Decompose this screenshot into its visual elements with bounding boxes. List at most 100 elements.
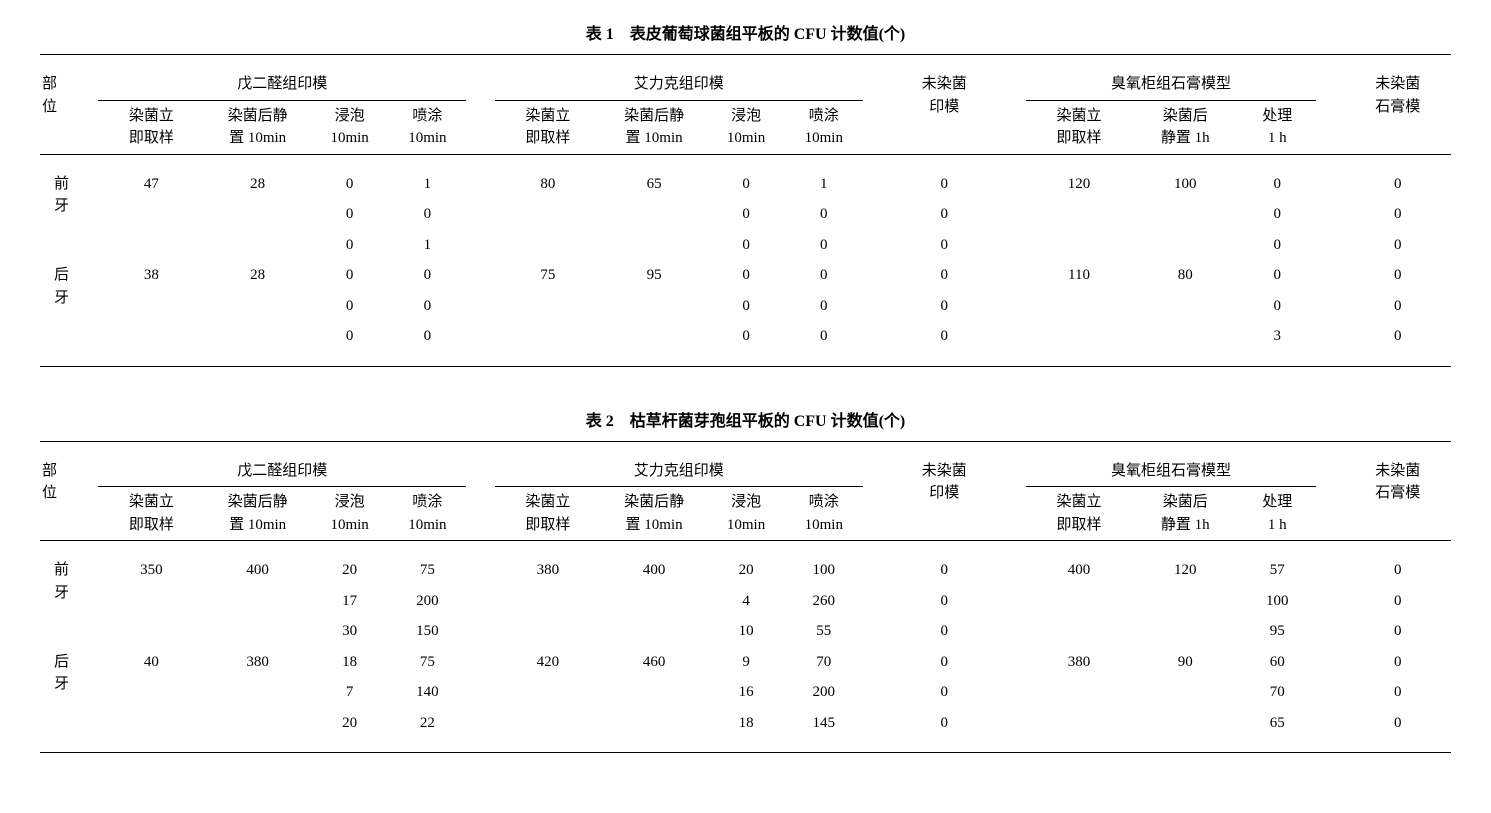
cell: 0 — [1345, 586, 1451, 617]
cell — [1026, 677, 1132, 708]
gap — [863, 230, 892, 261]
gap — [466, 199, 495, 230]
cell: 100 — [1132, 169, 1238, 200]
cell: 9 — [707, 647, 785, 678]
cell: 0 — [389, 260, 467, 291]
table-row: 0000000 — [40, 291, 1451, 322]
cell: 17 — [311, 586, 389, 617]
gap — [466, 616, 495, 647]
col-header-treat1h: 处理1 h — [1238, 487, 1316, 541]
cell — [495, 616, 601, 647]
col-header-site: 部位 — [40, 456, 98, 541]
cell — [205, 230, 311, 261]
gap — [466, 169, 495, 200]
gap — [863, 647, 892, 678]
gap — [466, 555, 495, 586]
cell: 75 — [389, 555, 467, 586]
site-label: 后牙 — [40, 647, 98, 739]
gap — [863, 199, 892, 230]
cell: 1 — [389, 169, 467, 200]
cell — [1132, 199, 1238, 230]
cell: 110 — [1026, 260, 1132, 291]
cell — [205, 616, 311, 647]
rule-mid — [40, 541, 1451, 556]
cell: 75 — [389, 647, 467, 678]
gap — [997, 647, 1026, 678]
cell: 0 — [891, 708, 997, 739]
cell: 40 — [98, 647, 204, 678]
cell — [1132, 321, 1238, 352]
col-header-rest10: 染菌后静置 10min — [601, 487, 707, 541]
rule-bottom — [40, 352, 1451, 367]
cell: 0 — [1345, 169, 1451, 200]
cell: 0 — [707, 169, 785, 200]
cell: 28 — [205, 260, 311, 291]
col-header-spray10: 喷涂10min — [785, 487, 863, 541]
gap — [466, 708, 495, 739]
gap — [863, 586, 892, 617]
cell: 0 — [707, 291, 785, 322]
table-row: 后牙403801875420460970038090600 — [40, 647, 1451, 678]
cell — [1132, 677, 1238, 708]
table-row: 前牙3504002075380400201000400120570 — [40, 555, 1451, 586]
gap — [1316, 647, 1345, 678]
cell: 0 — [1345, 321, 1451, 352]
cell: 0 — [891, 321, 997, 352]
cell: 70 — [1238, 677, 1316, 708]
col-header-treat1h: 处理1 h — [1238, 100, 1316, 154]
cell: 0 — [311, 199, 389, 230]
cell: 0 — [891, 260, 997, 291]
cell: 18 — [707, 708, 785, 739]
col-header-immediate: 染菌立即取样 — [1026, 100, 1132, 154]
cell — [1132, 291, 1238, 322]
col-header-immediate: 染菌立即取样 — [495, 487, 601, 541]
cell: 65 — [1238, 708, 1316, 739]
cell: 0 — [1238, 230, 1316, 261]
gap — [1316, 555, 1345, 586]
cell: 0 — [311, 321, 389, 352]
cell: 0 — [1345, 260, 1451, 291]
gap — [863, 291, 892, 322]
table-row: 后牙38280075950001108000 — [40, 260, 1451, 291]
cell — [495, 708, 601, 739]
cell: 0 — [389, 321, 467, 352]
group-header-elk: 艾力克组印模 — [495, 69, 863, 100]
cell — [98, 321, 204, 352]
col-header-spray10: 喷涂10min — [389, 487, 467, 541]
cell — [601, 616, 707, 647]
gap — [466, 100, 495, 154]
cell: 0 — [891, 169, 997, 200]
table-wrapper: 表 1 表皮葡萄球菌组平板的 CFU 计数值(个)部位戊二醛组印模艾力克组印模未… — [40, 20, 1451, 367]
cell: 0 — [389, 291, 467, 322]
cell: 20 — [311, 555, 389, 586]
cell: 0 — [311, 291, 389, 322]
col-header-spray10: 喷涂10min — [785, 100, 863, 154]
table-row: 0100000 — [40, 230, 1451, 261]
cell: 0 — [311, 260, 389, 291]
gap — [1316, 199, 1345, 230]
gap — [997, 586, 1026, 617]
cell: 0 — [785, 199, 863, 230]
table-row: 17200426001000 — [40, 586, 1451, 617]
cell: 140 — [389, 677, 467, 708]
gap — [1316, 291, 1345, 322]
col-header-rest10: 染菌后静置 10min — [205, 487, 311, 541]
gap — [997, 321, 1026, 352]
col-header-immediate: 染菌立即取样 — [98, 100, 204, 154]
gap — [997, 199, 1026, 230]
cell: 400 — [205, 555, 311, 586]
site-label: 后牙 — [40, 260, 98, 352]
cell: 120 — [1026, 169, 1132, 200]
col-header-rest1h: 染菌后静置 1h — [1132, 100, 1238, 154]
gap — [466, 487, 495, 541]
cell — [1132, 230, 1238, 261]
gap — [1316, 169, 1345, 200]
cell: 350 — [98, 555, 204, 586]
cell: 380 — [205, 647, 311, 678]
gap — [466, 456, 495, 487]
cell: 60 — [1238, 647, 1316, 678]
cell: 0 — [1238, 291, 1316, 322]
cell: 400 — [1026, 555, 1132, 586]
gap — [863, 616, 892, 647]
cell: 0 — [891, 555, 997, 586]
